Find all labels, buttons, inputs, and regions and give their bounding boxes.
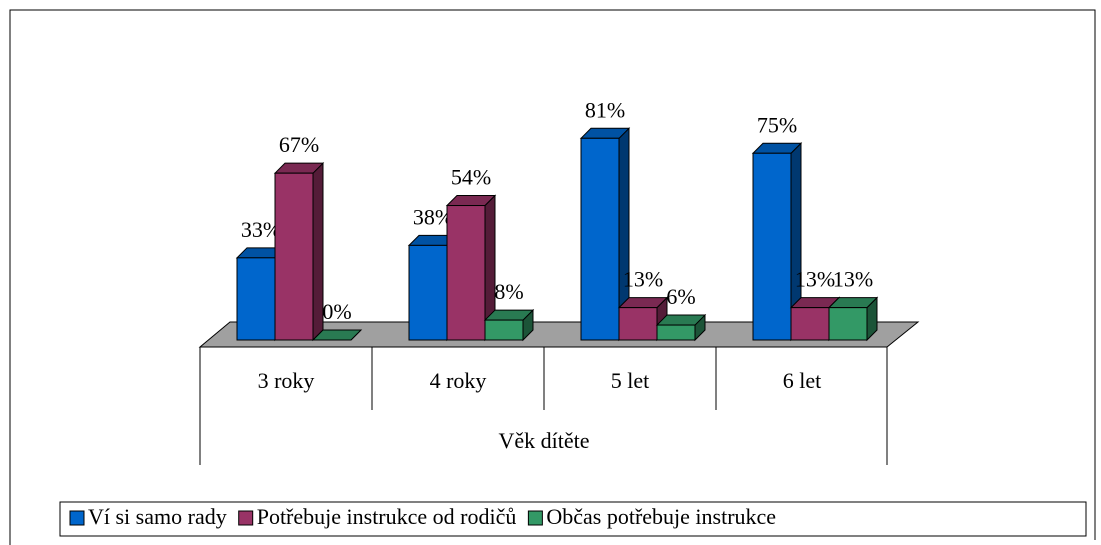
data-label: 13% — [623, 267, 663, 292]
data-label: 67% — [279, 132, 319, 157]
legend-swatch — [527, 510, 543, 526]
bar — [579, 127, 631, 342]
bar-front — [752, 152, 792, 341]
data-label: 6% — [666, 284, 695, 309]
bar-front — [274, 172, 314, 341]
x-axis-title: Věk dítěte — [498, 428, 589, 453]
data-label: 13% — [795, 267, 835, 292]
bar — [445, 194, 497, 342]
bar-front — [236, 257, 276, 341]
bar — [617, 296, 669, 342]
data-label: 75% — [757, 112, 797, 137]
bar — [273, 161, 325, 342]
category-grid — [199, 347, 888, 465]
x-tick-label: 6 let — [783, 368, 822, 393]
data-label: 33% — [241, 217, 281, 242]
legend — [59, 501, 1087, 537]
data-label: 38% — [413, 204, 453, 229]
data-label: 81% — [585, 97, 625, 122]
data-label: 13% — [833, 267, 873, 292]
bar-front — [580, 137, 620, 341]
bar-front — [446, 205, 486, 341]
data-label: 8% — [494, 279, 523, 304]
legend-label: Občas potřebuje instrukce — [546, 504, 776, 529]
bar-top — [311, 329, 363, 341]
x-tick-label: 3 roky — [258, 368, 315, 393]
bar-front — [656, 324, 696, 341]
x-tick-label: 4 roky — [430, 368, 487, 393]
legend-label: Potřebuje instrukce od rodičů — [257, 504, 517, 529]
bar — [483, 308, 535, 342]
bar — [827, 296, 879, 342]
bar-front — [828, 307, 868, 341]
data-label: 0% — [322, 299, 351, 324]
bar-front — [618, 307, 658, 341]
bar-front — [408, 244, 448, 341]
bar-front — [790, 307, 830, 341]
bar-front — [484, 319, 524, 341]
x-tick-label: 5 let — [611, 368, 650, 393]
bar — [655, 313, 707, 342]
data-label: 54% — [451, 165, 491, 190]
legend-swatch — [238, 510, 254, 526]
legend-swatch — [69, 510, 85, 526]
legend-label: Ví si samo rady — [88, 504, 227, 529]
chart-frame — [9, 9, 1096, 545]
bar — [751, 142, 803, 342]
bar — [311, 329, 363, 341]
